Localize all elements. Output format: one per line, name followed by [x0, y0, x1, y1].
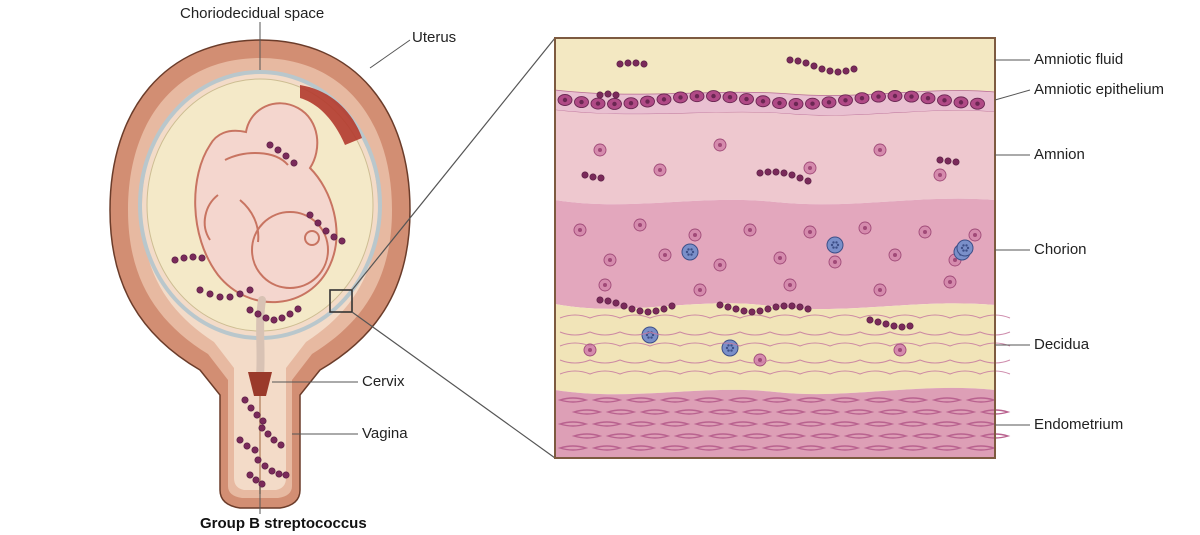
label-decidua: Decidua	[1034, 336, 1090, 353]
layer-chorion	[555, 199, 995, 309]
label-uterus: Uterus	[412, 29, 456, 46]
label-choriodecidual: Choriodecidual space	[180, 5, 324, 22]
leader-uterus	[370, 40, 410, 68]
label-amniotic-fluid: Amniotic fluid	[1034, 51, 1123, 68]
layer-amnion	[555, 110, 995, 204]
histology-panel	[555, 38, 1010, 458]
label-amniotic-epithelium: Amniotic epithelium	[1034, 81, 1164, 98]
layer-decidua	[555, 303, 995, 394]
label-amnion: Amnion	[1034, 146, 1085, 163]
label-cervix: Cervix	[362, 373, 405, 390]
label-endometrium: Endometrium	[1034, 416, 1123, 433]
label-gbs: Group B streptococcus	[200, 515, 367, 532]
diagram-root: Choriodecidual space Uterus Cervix Vagin…	[0, 0, 1200, 535]
label-chorion: Chorion	[1034, 241, 1087, 258]
leader-amniotic-epithelium	[995, 90, 1030, 100]
label-vagina: Vagina	[362, 425, 408, 442]
histology-labels: Amniotic fluid Amniotic epithelium Amnio…	[995, 51, 1164, 433]
